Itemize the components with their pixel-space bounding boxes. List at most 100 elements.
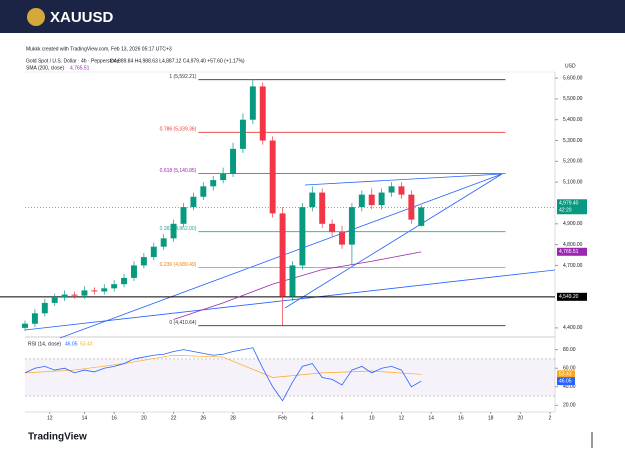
candle-body bbox=[368, 194, 375, 206]
price-badge bbox=[557, 199, 587, 215]
rsi-line bbox=[24, 347, 422, 402]
sma-label: SMA (200, close) bbox=[26, 65, 64, 71]
candle-body bbox=[319, 192, 326, 224]
candle-body bbox=[418, 207, 425, 226]
candle-body bbox=[131, 265, 137, 278]
candle-body bbox=[329, 223, 336, 233]
currency: USD bbox=[565, 63, 576, 69]
footer-logo: TradingView bbox=[28, 432, 87, 443]
x-tick-label: 28 bbox=[230, 415, 236, 421]
candle-body bbox=[150, 246, 157, 258]
y-tick-label: 4,400.00 bbox=[563, 325, 583, 331]
trend-line bbox=[304, 173, 503, 186]
candle-body bbox=[111, 284, 118, 289]
candle-body bbox=[408, 194, 415, 220]
symbol: XAUUSD bbox=[50, 9, 114, 26]
x-tick-label: 16 bbox=[111, 415, 117, 421]
price-badge-timer: 42:20 bbox=[559, 208, 572, 214]
sma-line bbox=[173, 251, 422, 320]
candle-body bbox=[259, 86, 266, 141]
x-tick-label: 20 bbox=[518, 415, 524, 421]
fib-label: 1 (5,592.21) bbox=[169, 74, 196, 80]
fib-label: 0.786 (5,339.36) bbox=[160, 127, 197, 133]
y-tick-label: 5,300.00 bbox=[563, 138, 583, 144]
candle-body bbox=[249, 86, 256, 120]
candle-body bbox=[289, 265, 296, 297]
rsi-badge-text: 46.05 bbox=[559, 378, 572, 384]
candle-body bbox=[220, 173, 227, 181]
ohlc: O4,889.84 H4,988.63 L4,887.12 C4,979.40 … bbox=[110, 58, 245, 64]
x-tick-label: 16 bbox=[458, 415, 464, 421]
rsi-badge bbox=[557, 377, 575, 386]
price-badge-text: 4,979.40 bbox=[559, 201, 579, 207]
candle-body bbox=[269, 140, 276, 214]
rsi-value: 46.05 bbox=[65, 341, 78, 347]
y-tick-label: 5,200.00 bbox=[563, 159, 583, 165]
trend-line bbox=[284, 173, 503, 309]
y-tick-label: 5,500.00 bbox=[563, 96, 583, 102]
y-tick-label: 5,400.00 bbox=[563, 117, 583, 123]
x-tick-label: 10 bbox=[369, 415, 375, 421]
candle-body bbox=[398, 186, 405, 195]
x-tick-label: 26 bbox=[201, 415, 207, 421]
rsi-tick-label: 60.00 bbox=[563, 366, 576, 372]
candle-body bbox=[378, 192, 385, 206]
y-tick-label: 4,900.00 bbox=[563, 221, 583, 227]
x-tick-label: 14 bbox=[428, 415, 434, 421]
fib-label: 0.618 (5,140.85) bbox=[160, 168, 197, 174]
price-badge-text: 4,549.20 bbox=[559, 294, 579, 300]
candle-body bbox=[230, 148, 237, 174]
candle-body bbox=[160, 238, 167, 247]
x-tick-label: 12 bbox=[47, 415, 53, 421]
candle-body bbox=[170, 223, 177, 239]
rsi-ma-value: 53.43 bbox=[80, 341, 93, 347]
candle-body bbox=[339, 232, 345, 245]
credit: Mukkk created with TradingView.com, Feb … bbox=[26, 46, 172, 52]
fib-label: 0.236 (4,689.49) bbox=[160, 262, 197, 268]
candle-body bbox=[210, 180, 217, 187]
y-tick-label: 5,100.00 bbox=[563, 179, 583, 185]
price-badge bbox=[557, 247, 587, 256]
candle-body bbox=[180, 207, 187, 224]
rsi-tick-label: 80.00 bbox=[563, 347, 576, 353]
candle-body bbox=[309, 192, 316, 208]
candle-body bbox=[101, 288, 108, 292]
x-tick-label: 20 bbox=[141, 415, 147, 421]
fib-label: 0.382 (4,862.00) bbox=[160, 226, 197, 232]
rsi-badge bbox=[557, 370, 575, 379]
x-tick-label: Feb bbox=[278, 415, 287, 421]
rsi-band bbox=[25, 358, 555, 397]
y-tick-label: 4,800.00 bbox=[563, 242, 583, 248]
trend-line bbox=[24, 269, 556, 331]
legend: Gold Spot / U.S. Dollar · 4h · Peppersto… bbox=[26, 58, 120, 64]
candle-body bbox=[190, 196, 197, 208]
x-tick-label: 4 bbox=[311, 415, 314, 421]
x-tick-label: 14 bbox=[82, 415, 88, 421]
x-tick-label: 18 bbox=[488, 415, 494, 421]
x-tick-label: 12 bbox=[399, 415, 405, 421]
sma-value: 4,765.51 bbox=[70, 65, 90, 71]
candle-body bbox=[61, 294, 68, 298]
x-tick-label: 2 bbox=[549, 415, 552, 421]
rsi-tick-label: 40.00 bbox=[563, 384, 576, 390]
rsi-ma-line bbox=[24, 354, 422, 378]
candle-body bbox=[299, 207, 306, 266]
candle-body bbox=[279, 213, 286, 297]
candle-body bbox=[140, 257, 147, 266]
candle-body bbox=[81, 290, 88, 296]
candle-body bbox=[358, 194, 365, 208]
candle-body bbox=[239, 119, 246, 149]
candle-body bbox=[22, 323, 28, 328]
candle-body bbox=[51, 297, 58, 303]
candle-body bbox=[91, 290, 98, 292]
rsi-tick-label: 20.00 bbox=[563, 403, 576, 409]
fib-label: 0 (4,410.64) bbox=[169, 320, 196, 326]
price-badge-text: 4,765.51 bbox=[559, 249, 579, 255]
price-badge bbox=[557, 292, 587, 301]
y-tick-label: 5,600.00 bbox=[563, 75, 583, 81]
y-tick-label: 4,700.00 bbox=[563, 263, 583, 269]
x-tick-label: 6 bbox=[341, 415, 344, 421]
candle-body bbox=[200, 186, 207, 197]
x-tick-label: 22 bbox=[171, 415, 177, 421]
